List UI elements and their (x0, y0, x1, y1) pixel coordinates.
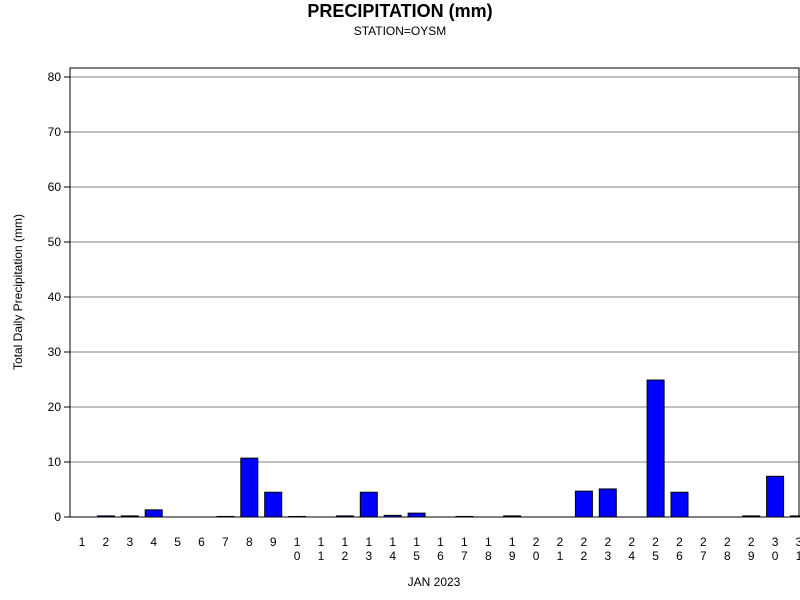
bar (144, 509, 163, 518)
x-tick-label: 7 (222, 535, 229, 549)
x-tick-label: 5 (174, 535, 181, 549)
x-tick-label: 3 (126, 535, 133, 549)
x-tick-label: 1 (79, 535, 86, 549)
x-tick-label: 4 (150, 535, 157, 549)
x-tick-label: 6 (198, 535, 205, 549)
y-axis-label: Total Daily Precipitation (mm) (11, 214, 25, 370)
y-tick-label: 80 (48, 70, 62, 84)
chart-subtitle: STATION=OYSM (354, 24, 447, 38)
bar (264, 491, 283, 518)
plot-frame (69, 67, 800, 518)
x-axis-ticks: 1 2 3 4 5 6 7 8 9 1 01 11 21 31 41 51 61 71 81 92 02 12 22 32 42… (79, 535, 800, 563)
y-tick-label: 50 (48, 235, 62, 249)
bars (96, 379, 800, 518)
y-axis-ticks: 0 10 20 30 40 50 60 70 80 (48, 70, 70, 524)
x-tick-label: 8 (246, 535, 253, 549)
bar (646, 379, 665, 518)
x-tick-label: 2 (103, 535, 110, 549)
y-tick-label: 10 (48, 455, 62, 469)
y-tick-label: 20 (48, 400, 62, 414)
y-tick-label: 60 (48, 180, 62, 194)
y-tick-label: 0 (54, 510, 61, 524)
chart-title: PRECIPITATION (mm) (307, 1, 492, 21)
bar (574, 490, 593, 518)
bar (407, 512, 426, 518)
x-axis-label: JAN 2023 (408, 575, 461, 589)
bar (359, 491, 378, 518)
gridlines (70, 76, 799, 463)
y-tick-label: 70 (48, 125, 62, 139)
bar (240, 457, 259, 518)
bar (598, 488, 617, 518)
y-tick-label: 30 (48, 345, 62, 359)
bar (670, 491, 689, 518)
bar (766, 475, 785, 518)
y-tick-label: 40 (48, 290, 62, 304)
x-tick-label: 9 (270, 535, 277, 549)
